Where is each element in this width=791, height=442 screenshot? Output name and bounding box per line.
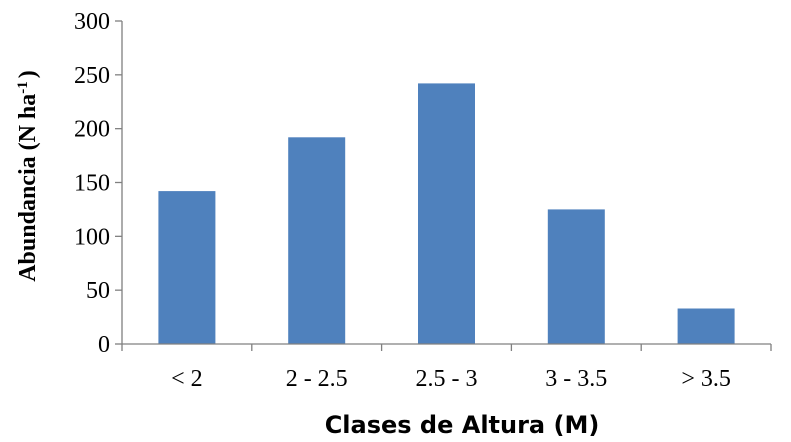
- y-axis-label-suffix: ): [15, 70, 41, 78]
- bar: [158, 191, 216, 344]
- x-axis-label: Clases de Altura (M): [325, 411, 600, 439]
- y-tick-label: 250: [74, 63, 110, 89]
- x-tick-label: 2.5 - 3: [416, 366, 478, 392]
- y-axis-label-superscript: -1: [15, 81, 31, 94]
- y-tick-label: 300: [74, 9, 110, 35]
- x-tick-label: < 2: [171, 366, 203, 392]
- x-tick-label: 3 - 3.5: [545, 366, 607, 392]
- x-tick-labels: < 2 2 - 2.5 2.5 - 3 3 - 3.5 > 3.5: [171, 366, 731, 392]
- y-tick-labels: 0 50 100 150 200 250 300: [74, 9, 110, 358]
- y-tick-label: 0: [98, 332, 110, 358]
- x-tick-label: 2 - 2.5: [286, 366, 348, 392]
- y-tick-label: 150: [74, 171, 110, 197]
- x-tick-label: > 3.5: [681, 366, 731, 392]
- bar: [677, 308, 735, 344]
- y-axis-label-main: Abundancia (N ha: [15, 94, 41, 282]
- y-tick-label: 100: [74, 224, 110, 250]
- bars-group: [158, 83, 735, 345]
- bar: [288, 137, 346, 344]
- bar: [418, 83, 475, 345]
- bar: [547, 209, 605, 344]
- y-tick-label: 50: [86, 278, 110, 304]
- y-axis-label: Abundancia (N ha-1): [15, 70, 41, 282]
- y-tick-label: 200: [74, 117, 110, 143]
- axes-group: [115, 20, 772, 351]
